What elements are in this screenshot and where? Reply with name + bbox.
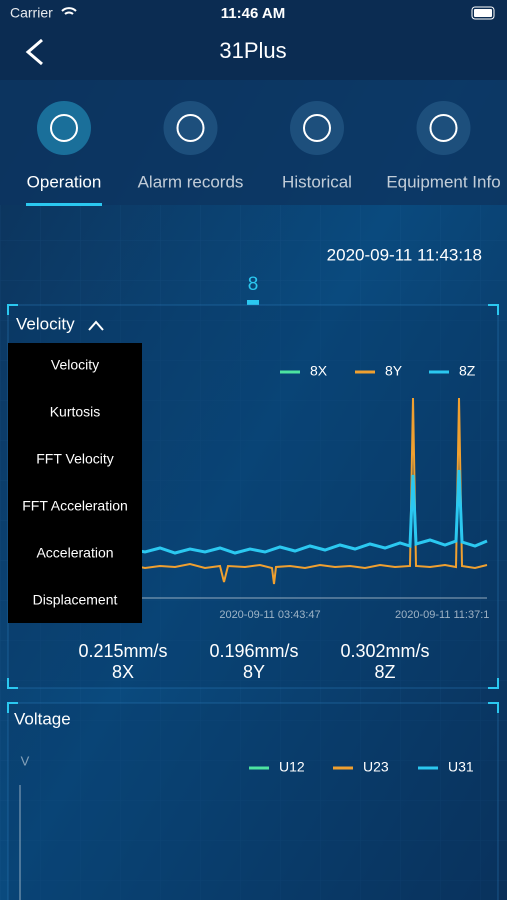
chevron-up [88,320,104,331]
tab-label[interactable]: Operation [27,172,102,191]
reading-value: 0.215mm/s [78,641,167,661]
legend-label: 8Z [459,363,476,379]
menu-item[interactable]: Velocity [51,357,99,373]
device-tab[interactable]: 8 [248,274,259,295]
reading-value: 0.196mm/s [209,641,298,661]
reading-axis: 8Y [243,662,265,682]
voltage-card [7,702,499,905]
legend-label: U12 [279,759,305,775]
legend-label: U31 [448,759,474,775]
menu-item[interactable]: Displacement [33,592,118,608]
tab-icon [50,114,78,142]
menu-item[interactable]: FFT Acceleration [22,498,128,514]
card-corners [7,304,499,689]
tab-icon-bg[interactable] [37,101,91,155]
tab-label[interactable]: Historical [282,172,352,191]
header-bg [0,0,507,80]
readings: 0.215mm/s8X 0.196mm/s8Y 0.302mm/s8Z [78,641,429,682]
tabs: Operation Alarm records Historical Equipmen… [26,101,501,206]
series-8y-line [54,397,488,585]
tab-icon-bg[interactable] [416,101,471,155]
menu-item[interactable]: Kurtosis [50,404,101,420]
timestamp: 2020-09-11 11:43:18 [327,245,482,264]
menu-item[interactable]: FFT Velocity [36,451,114,467]
reading-axis: 8X [112,662,134,682]
battery [471,6,495,20]
legend-label: U23 [363,759,389,775]
reading-axis: 8Z [374,662,395,682]
x-tick-label: 2020-09-11 03:43:47 [219,609,320,621]
back-button[interactable] [25,38,43,66]
menu-items: Velocity Kurtosis FFT Velocity FFT Accelera… [22,357,128,608]
legend: 8X 8Y 8Z [280,363,476,379]
metric-menu [8,343,142,623]
wifi-icon [61,7,77,15]
battery-level [474,9,492,17]
tab-icon-bg[interactable] [163,101,218,155]
tab-underline [26,203,102,206]
tab-icon [303,114,331,142]
legend: U12 U23 U31 [249,759,474,775]
device-indicator [247,300,259,305]
tab-icon [176,114,205,142]
legend-label: 8Y [385,363,403,379]
clock: 11:46 AM [221,5,285,22]
reading-value: 0.302mm/s [340,641,429,661]
carrier: Carrier [10,5,53,21]
card-corners [7,702,499,713]
tab-label[interactable]: Equipment Info [386,172,500,191]
menu-item[interactable]: Acceleration [36,545,113,561]
tab-label[interactable]: Alarm records [138,172,244,191]
legend-label: 8X [310,363,328,379]
tab-icon [429,114,458,142]
nav-title: 31Plus [219,38,286,63]
x-tick-label: 2020-09-11 11:37:1 [395,609,489,621]
y-axis-unit: V [21,753,30,768]
metric-selector[interactable]: Velocity [16,314,75,333]
tab-icon-bg[interactable] [290,101,344,155]
voltage-title: Voltage [14,709,71,728]
